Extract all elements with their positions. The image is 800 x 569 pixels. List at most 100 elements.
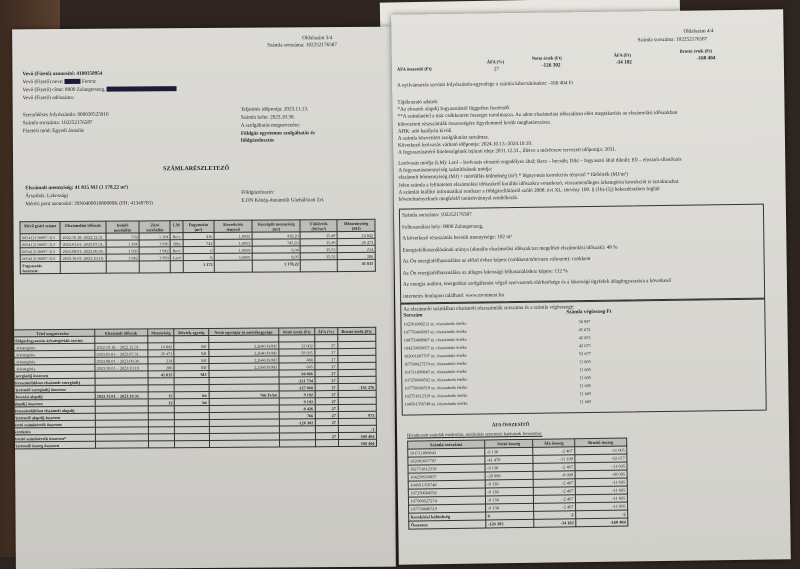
- table-cell: [105, 260, 140, 274]
- consumption-info-line: Energiafelhasználásának aránya (aktuális…: [402, 244, 618, 254]
- page-number: Oldalszám 4/4: [683, 28, 714, 35]
- net-value: -126 302: [541, 62, 561, 69]
- customer-name-label: Vevő (Fizető) neve:: [22, 78, 64, 86]
- info-line: A fogyasztásmérő hitelességének lejárati…: [398, 147, 617, 157]
- partial-invoice-amount: 11 605: [579, 391, 592, 397]
- table-row: Fizetendő összeg összesen -160 404: [12, 439, 377, 449]
- afa-summary-table: Számla sorszáma Nettó összeg Áfa összeg Bru…: [407, 438, 628, 530]
- column-header: Korrigált mennyiség (m³): [252, 219, 301, 233]
- distributor-name: E.ON Közép-dunántúli Gázhálózati Zrt.: [241, 197, 325, 204]
- partial-invoice-serial: 104501356748 sz. részszámla értéke: [404, 400, 468, 407]
- page-number: Oldalszám 3/4: [302, 35, 333, 42]
- distributor-label: Földgázelosztó:: [241, 189, 275, 196]
- table-cell: [148, 440, 175, 448]
- partial-invoice-amount: 38 997: [578, 319, 591, 325]
- partial-invoice-amount: 11 605: [579, 399, 592, 405]
- vat-pct-header: ÁFA (%): [486, 59, 505, 65]
- partial-invoice-serial: 104250950057 sz. részszámla értéke: [403, 344, 467, 351]
- net-header: Nettó érték (Ft): [531, 55, 562, 61]
- table-row: Összesen -126 302 -34 102 -160 404: [408, 518, 628, 530]
- table-cell: 1 178,22: [252, 259, 301, 273]
- partial-invoice-serial: 102001607707 sz. részszámla értéke: [403, 352, 467, 359]
- column-header: Elszámolási időszak: [60, 221, 106, 234]
- column-header: Mérő gyári száma: [19, 221, 61, 234]
- account-balance: A nyilvántartás szerinti folyószámla-egy…: [397, 80, 574, 89]
- partial-invoice-serial: 102501088212 sz. részszámla értéke: [403, 320, 467, 327]
- redaction: [64, 79, 81, 85]
- invoice-items-table: Tétel megnevezése Elszámolt időszak Mennyi…: [12, 327, 377, 450]
- column-header: Fogyasztás (m³): [182, 220, 215, 233]
- partial-invoice-amount: 42 673: [578, 343, 591, 349]
- invoice-number: Számla sorszáma: 102252176587: [22, 119, 93, 127]
- table-cell: 41 815: [337, 259, 376, 272]
- invoice-number-header: Számla sorszáma: 102252176587: [267, 42, 337, 49]
- partials-col-serial: Sorszám: [403, 312, 423, 319]
- table-cell: [60, 261, 106, 274]
- customer-tax: Vevő (Fizető) adószáma:: [22, 94, 75, 102]
- table-cell: [174, 440, 210, 448]
- gross-value: -160 404: [696, 55, 716, 62]
- column-header: LM: [170, 220, 183, 233]
- reading-line: követelményeknek megfelelő tanúsítvánnya…: [398, 195, 519, 203]
- partial-invoice-serial: 108750408987 sz. részszámla értéke: [403, 336, 467, 343]
- partial-invoice-amount: 11 605: [579, 383, 592, 389]
- consumption-info-line: internetes honlapon található: www.mvmne…: [403, 291, 505, 300]
- consumption-info-box: Számla sorszáma: 102252176587 Felhasználá…: [398, 203, 766, 304]
- partial-invoices-box: Az elszámoló számlában elszámolt részszá…: [400, 298, 767, 416]
- partial-invoice-amount: 11 605: [579, 359, 591, 365]
- table-cell: [139, 260, 171, 273]
- consumption-info-line: A következő részszámla becsült mennyiség…: [402, 234, 512, 242]
- invoice-page-3: Oldalszám 3/4 Számla sorszáma: 102252176…: [12, 26, 396, 569]
- reading-line: Leolvasás módja (LM): Leol – leolvasás e…: [398, 156, 682, 167]
- consumption-info-line: Számla sorszáma: 102252176587: [401, 211, 472, 219]
- meter-readings-table: Mérő gyári száma Elszámolási időszak Indul…: [19, 219, 376, 274]
- partial-invoice-amount: 11 605: [579, 375, 591, 381]
- customer-id: Vevő (Fizető) azonosító: 4100158954: [22, 70, 103, 78]
- partial-invoice-serial: 101511890843 sz. részszámla értéke: [404, 368, 468, 375]
- vat-pct: 27: [493, 66, 500, 73]
- table-cell: -34 102: [533, 518, 576, 528]
- vat-value: -34 102: [615, 59, 632, 66]
- vat-header: ÁFA (Ft): [613, 52, 631, 58]
- table-cell: [279, 439, 316, 447]
- partial-invoice-amount: 45 672: [578, 327, 591, 333]
- partial-invoice-amount: 11 605: [579, 367, 591, 373]
- partials-list: 102501088212 sz. részszámla értéke 38 997…: [403, 319, 623, 407]
- table-cell: -160 404: [575, 518, 628, 527]
- consumption-info-line: Az energia auditot, energetikai szolgált…: [402, 277, 672, 288]
- afa-summary-title: ÁFA ÖSSZESÍTŐ: [491, 422, 530, 429]
- table-cell: 1 172: [182, 260, 215, 273]
- table-cell: [214, 260, 253, 273]
- column-header: Fűtőérték (MJ/m³): [300, 219, 338, 232]
- partial-invoice-serial: 107750466093 sz. részszámla értéke: [403, 328, 467, 335]
- partial-invoice-amount: 42 653: [578, 335, 591, 341]
- customer-name: Vevő (Fizető) neve: Ferenc: [22, 79, 96, 86]
- issue-date: Számla kelte: 2023.10.30.: [240, 114, 295, 121]
- partials-col-amount: Számla végösszeg Ft: [566, 308, 612, 316]
- fulfillment-date: Teljesítés időpontja: 2023.11.13.: [240, 106, 309, 113]
- column-header: Záró mérőállás: [139, 220, 171, 233]
- partial-invoice-serial: 107500627274 sz. részszámla értéke: [404, 360, 468, 367]
- billed-quantity: Elszámolt mennyiség: 41 815 MJ (1 178,22…: [25, 184, 128, 192]
- column-header: Korrekciós tényező: [214, 220, 253, 233]
- info-line: AHK: adó hatályán kívüli: [397, 127, 452, 135]
- consumption-info-line: Az Ön energiafelhasználása az előző évhe…: [402, 256, 591, 265]
- table-cell: Összesen: [408, 519, 486, 530]
- column-header: Hőmennyiség (MJ): [337, 219, 376, 232]
- table-row: Fogyasztás összesen: 1 172 1 178,22 41 815: [20, 259, 376, 274]
- afa-summary-subtitle: Hivatkozott számlák módosítás, módosítás…: [407, 430, 543, 438]
- table-cell: [315, 439, 339, 447]
- contract-account: Szerződéses folyószámla: 000030525916: [22, 111, 109, 119]
- payment-method: Fizetési mód: Egyedi átutalás: [22, 127, 85, 135]
- service-name: Földgáz egyetemes szolgáltatás és földgá…: [240, 130, 315, 144]
- consumption-info-line: Felhasználási hely: 8900 Zalaegerszeg,: [402, 222, 484, 231]
- table-cell: [209, 439, 280, 448]
- table-cell: -126 302: [485, 519, 534, 528]
- partial-invoice-amount: 52 677: [578, 351, 591, 357]
- table-cell: -160 404: [338, 439, 377, 447]
- customer-first-name: Ferenc: [81, 78, 97, 85]
- gross-header: Bruttó érték (Ft): [679, 48, 712, 54]
- partial-invoice-serial: 107250684592 sz. részszámla értéke: [404, 376, 468, 383]
- table-cell: [170, 260, 183, 273]
- service-label: A szolgáltatás megnevezése:: [240, 122, 301, 129]
